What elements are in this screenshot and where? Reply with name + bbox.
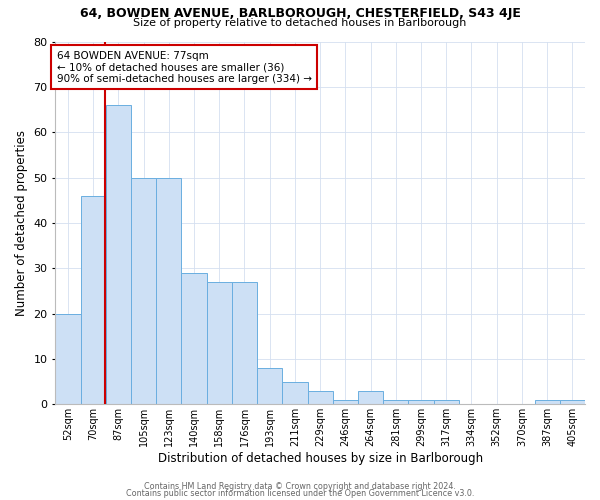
Text: 64 BOWDEN AVENUE: 77sqm
← 10% of detached houses are smaller (36)
90% of semi-de: 64 BOWDEN AVENUE: 77sqm ← 10% of detache… [56,50,311,84]
Bar [535,400,560,404]
Bar [156,178,181,404]
Bar [283,382,308,404]
Bar [106,105,131,405]
Bar [181,273,206,404]
Bar [80,196,106,404]
Bar [55,314,80,404]
Bar [560,400,585,404]
Text: Contains public sector information licensed under the Open Government Licence v3: Contains public sector information licen… [126,488,474,498]
Bar [131,178,156,404]
X-axis label: Distribution of detached houses by size in Barlborough: Distribution of detached houses by size … [158,452,483,465]
Bar [409,400,434,404]
Bar [383,400,409,404]
Bar [308,390,333,404]
Bar [206,282,232,405]
Bar [257,368,283,405]
Y-axis label: Number of detached properties: Number of detached properties [15,130,28,316]
Bar [434,400,459,404]
Bar [333,400,358,404]
Bar [232,282,257,405]
Text: Contains HM Land Registry data © Crown copyright and database right 2024.: Contains HM Land Registry data © Crown c… [144,482,456,491]
Text: 64, BOWDEN AVENUE, BARLBOROUGH, CHESTERFIELD, S43 4JE: 64, BOWDEN AVENUE, BARLBOROUGH, CHESTERF… [80,8,520,20]
Text: Size of property relative to detached houses in Barlborough: Size of property relative to detached ho… [133,18,467,28]
Bar [358,390,383,404]
